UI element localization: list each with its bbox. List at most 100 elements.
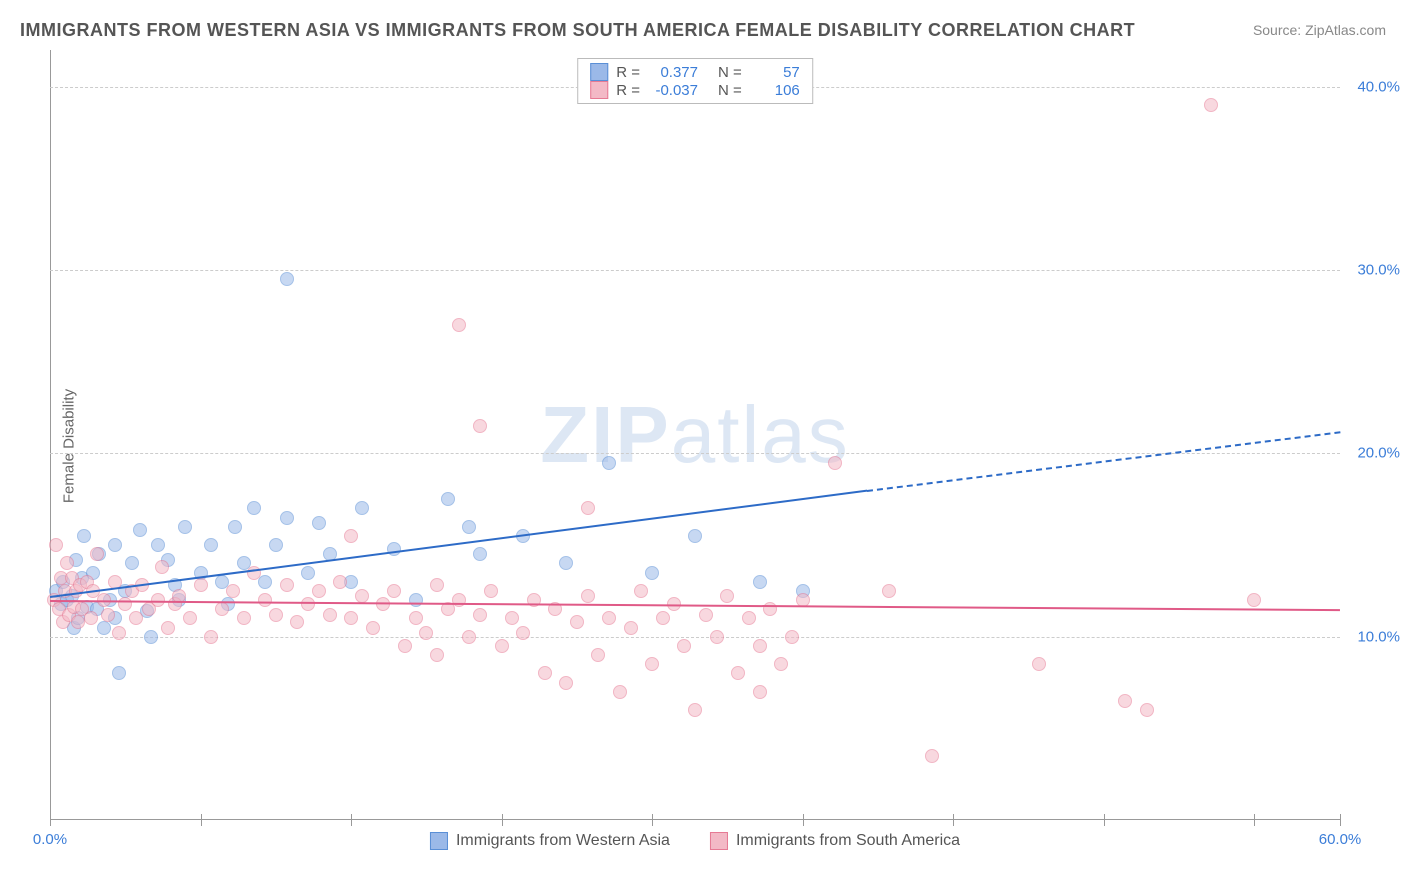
x-tick-label: 60.0% [1319, 831, 1362, 848]
data-point [125, 556, 139, 570]
series-swatch [590, 81, 608, 99]
chart-title: IMMIGRANTS FROM WESTERN ASIA VS IMMIGRAN… [20, 20, 1135, 41]
data-point [570, 615, 584, 629]
data-point [280, 511, 294, 525]
data-point [645, 657, 659, 671]
data-point [161, 621, 175, 635]
data-point [591, 648, 605, 662]
n-label: N = [718, 64, 742, 81]
data-point [462, 630, 476, 644]
data-point [473, 419, 487, 433]
x-tick [50, 814, 51, 826]
data-point [430, 648, 444, 662]
data-point [312, 584, 326, 598]
legend-swatch [710, 832, 728, 850]
data-point [204, 538, 218, 552]
bottom-legend: Immigrants from Western Asia Immigrants f… [430, 832, 960, 850]
data-point [925, 749, 939, 763]
trend-line [50, 490, 867, 598]
series-swatch [590, 63, 608, 81]
data-point [516, 626, 530, 640]
data-point [77, 529, 91, 543]
data-point [258, 575, 272, 589]
data-point [731, 666, 745, 680]
data-point [71, 615, 85, 629]
data-point [1140, 703, 1154, 717]
data-point [409, 593, 423, 607]
legend-item: Immigrants from Western Asia [430, 832, 670, 850]
x-tick [1254, 814, 1255, 826]
data-point [312, 516, 326, 530]
y-tick-label: 20.0% [1357, 445, 1400, 462]
data-point [269, 608, 283, 622]
data-point [344, 529, 358, 543]
data-point [90, 547, 104, 561]
data-point [1032, 657, 1046, 671]
data-point [398, 639, 412, 653]
data-point [280, 578, 294, 592]
x-tick-label: 0.0% [33, 831, 67, 848]
data-point [60, 556, 74, 570]
data-point [247, 566, 261, 580]
data-point [1247, 593, 1261, 607]
data-point [151, 538, 165, 552]
data-point [409, 611, 423, 625]
data-point [602, 611, 616, 625]
data-point [473, 608, 487, 622]
data-point [430, 578, 444, 592]
legend-label: Immigrants from South America [736, 832, 960, 850]
y-tick-label: 40.0% [1357, 78, 1400, 95]
legend-swatch [430, 832, 448, 850]
data-point [484, 584, 498, 598]
data-point [290, 615, 304, 629]
data-point [688, 703, 702, 717]
data-point [1204, 98, 1218, 112]
r-value: 0.377 [648, 64, 698, 81]
data-point [215, 602, 229, 616]
data-point [355, 501, 369, 515]
data-point [228, 520, 242, 534]
stats-row: R =-0.037N =106 [590, 81, 800, 99]
r-label: R = [616, 64, 640, 81]
gridline [50, 453, 1340, 454]
trend-line [867, 431, 1340, 492]
data-point [280, 272, 294, 286]
data-point [144, 630, 158, 644]
data-point [387, 584, 401, 598]
data-point [753, 685, 767, 699]
x-tick [652, 814, 653, 826]
source-label: Source: ZipAtlas.com [1253, 22, 1386, 38]
data-point [269, 538, 283, 552]
data-point [495, 639, 509, 653]
data-point [49, 538, 63, 552]
r-label: R = [616, 82, 640, 99]
data-point [333, 575, 347, 589]
data-point [742, 611, 756, 625]
gridline [50, 637, 1340, 638]
y-tick-label: 10.0% [1357, 628, 1400, 645]
data-point [634, 584, 648, 598]
data-point [753, 639, 767, 653]
x-tick [1340, 814, 1341, 826]
data-point [624, 621, 638, 635]
data-point [602, 456, 616, 470]
data-point [774, 657, 788, 671]
data-point [194, 578, 208, 592]
x-tick [201, 814, 202, 826]
n-label: N = [718, 82, 742, 99]
data-point [720, 589, 734, 603]
data-point [452, 318, 466, 332]
legend-label: Immigrants from Western Asia [456, 832, 670, 850]
data-point [677, 639, 691, 653]
legend-item: Immigrants from South America [710, 832, 960, 850]
data-point [828, 456, 842, 470]
data-point [155, 560, 169, 574]
data-point [204, 630, 218, 644]
data-point [226, 584, 240, 598]
data-point [344, 611, 358, 625]
n-value: 106 [750, 82, 800, 99]
data-point [688, 529, 702, 543]
data-point [1118, 694, 1132, 708]
data-point [559, 676, 573, 690]
trend-line [50, 600, 1340, 611]
